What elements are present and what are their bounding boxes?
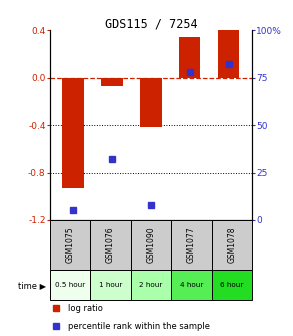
Text: GSM1076: GSM1076 — [106, 227, 115, 263]
Bar — [131, 270, 171, 300]
Text: GSM1078: GSM1078 — [227, 227, 236, 263]
Text: 1 hour: 1 hour — [99, 282, 122, 288]
Text: log ratio: log ratio — [68, 304, 103, 313]
Bar — [212, 220, 252, 270]
Bar — [50, 220, 90, 270]
Bar — [212, 270, 252, 300]
Bar — [90, 220, 131, 270]
Bar — [179, 37, 200, 78]
Bar — [218, 30, 239, 78]
Bar — [171, 220, 212, 270]
Bar — [171, 270, 212, 300]
Bar — [62, 78, 84, 188]
Text: 6 hour: 6 hour — [220, 282, 243, 288]
Text: time ▶: time ▶ — [18, 281, 46, 290]
Text: 0.5 hour: 0.5 hour — [55, 282, 85, 288]
Text: GSM1075: GSM1075 — [66, 227, 74, 263]
Bar — [140, 78, 161, 127]
Text: GSM1077: GSM1077 — [187, 227, 196, 263]
Text: 2 hour: 2 hour — [139, 282, 163, 288]
Bar — [90, 270, 131, 300]
Bar — [101, 78, 123, 86]
Text: 4 hour: 4 hour — [180, 282, 203, 288]
Text: percentile rank within the sample: percentile rank within the sample — [68, 322, 210, 331]
Bar — [50, 270, 90, 300]
Title: GDS115 / 7254: GDS115 / 7254 — [105, 17, 197, 30]
Text: GSM1090: GSM1090 — [146, 227, 155, 263]
Bar — [131, 220, 171, 270]
